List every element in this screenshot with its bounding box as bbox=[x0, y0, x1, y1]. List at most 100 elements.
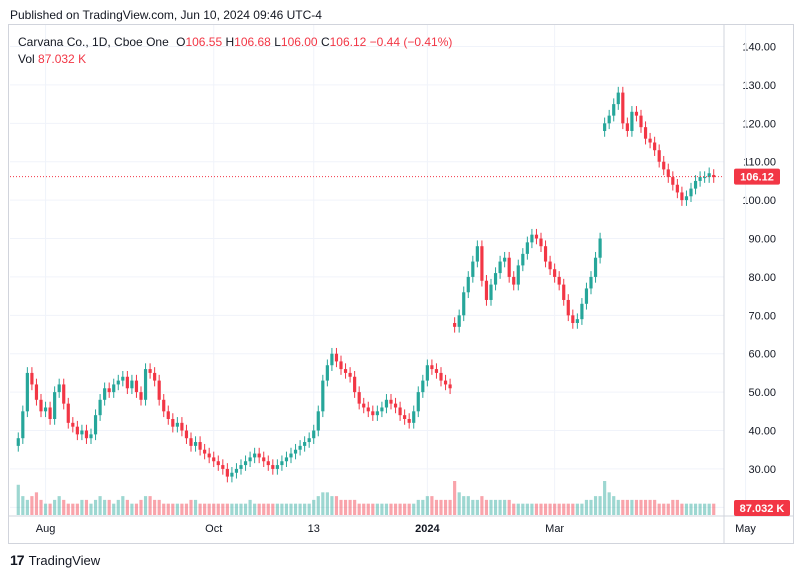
candle-body[interactable] bbox=[407, 419, 411, 423]
candle-body[interactable] bbox=[634, 111, 639, 116]
candle-body[interactable] bbox=[303, 442, 307, 446]
candle-body[interactable] bbox=[698, 177, 702, 181]
candle-body[interactable] bbox=[212, 457, 216, 462]
candle-body[interactable] bbox=[216, 461, 220, 466]
candle-body[interactable] bbox=[16, 438, 20, 446]
candle-body[interactable] bbox=[416, 392, 420, 412]
candle-body[interactable] bbox=[484, 280, 489, 300]
candle-body[interactable] bbox=[530, 234, 534, 243]
candle-body[interactable] bbox=[321, 380, 325, 412]
candle-body[interactable] bbox=[662, 161, 666, 170]
candle-body[interactable] bbox=[707, 173, 711, 178]
candle-body[interactable] bbox=[553, 269, 557, 277]
candle-body[interactable] bbox=[175, 422, 179, 427]
candle-body[interactable] bbox=[157, 380, 161, 400]
candle-body[interactable] bbox=[457, 315, 461, 327]
candle-body[interactable] bbox=[139, 392, 143, 400]
candle-body[interactable] bbox=[653, 142, 657, 151]
candle-body[interactable] bbox=[680, 192, 684, 201]
candle-body[interactable] bbox=[607, 115, 611, 124]
candle-body[interactable] bbox=[193, 442, 198, 446]
candle-body[interactable] bbox=[80, 430, 84, 435]
candle-body[interactable] bbox=[498, 261, 502, 274]
candle-body[interactable] bbox=[262, 457, 266, 462]
candle-body[interactable] bbox=[316, 411, 320, 431]
candle-body[interactable] bbox=[521, 253, 525, 266]
candle-body[interactable] bbox=[434, 369, 439, 373]
candle-body[interactable] bbox=[162, 399, 166, 412]
candle-body[interactable] bbox=[525, 242, 529, 254]
candle-body[interactable] bbox=[639, 115, 643, 128]
candle-body[interactable] bbox=[34, 384, 39, 400]
candle-body[interactable] bbox=[284, 457, 289, 462]
candle-body[interactable] bbox=[671, 177, 675, 185]
candle-body[interactable] bbox=[480, 246, 484, 281]
candle-body[interactable] bbox=[230, 472, 234, 477]
candle-body[interactable] bbox=[121, 376, 125, 381]
candle-body[interactable] bbox=[248, 457, 252, 462]
candle-body[interactable] bbox=[107, 388, 111, 393]
candle-body[interactable] bbox=[598, 238, 602, 258]
candle-body[interactable] bbox=[575, 319, 579, 323]
candle-body[interactable] bbox=[48, 407, 52, 419]
candle-body[interactable] bbox=[453, 323, 457, 327]
candle-body[interactable] bbox=[57, 384, 61, 393]
candle-body[interactable] bbox=[366, 407, 370, 412]
candle-body[interactable] bbox=[89, 434, 93, 439]
candle-body[interactable] bbox=[443, 380, 448, 385]
candle-body[interactable] bbox=[539, 238, 543, 247]
candle-body[interactable] bbox=[225, 468, 229, 477]
candle-body[interactable] bbox=[543, 246, 548, 262]
candle-body[interactable] bbox=[430, 365, 434, 370]
candle-body[interactable] bbox=[643, 127, 648, 139]
candle-body[interactable] bbox=[566, 299, 570, 316]
candle-body[interactable] bbox=[512, 276, 516, 285]
candle-body[interactable] bbox=[275, 465, 279, 469]
candle-body[interactable] bbox=[462, 292, 466, 316]
candle-body[interactable] bbox=[425, 365, 429, 381]
candle-body[interactable] bbox=[207, 453, 211, 458]
candle-body[interactable] bbox=[503, 257, 507, 262]
candle-body[interactable] bbox=[648, 138, 652, 143]
candle-body[interactable] bbox=[493, 273, 498, 285]
candle-body[interactable] bbox=[362, 403, 366, 408]
candle-body[interactable] bbox=[75, 426, 79, 435]
candle-body[interactable] bbox=[66, 403, 70, 423]
candle-body[interactable] bbox=[166, 411, 170, 419]
candle-body[interactable] bbox=[625, 123, 629, 131]
candle-body[interactable] bbox=[684, 196, 689, 201]
candle-body[interactable] bbox=[112, 384, 116, 393]
candle-body[interactable] bbox=[384, 399, 389, 408]
candle-body[interactable] bbox=[557, 276, 561, 285]
candle-body[interactable] bbox=[439, 372, 443, 381]
candle-body[interactable] bbox=[330, 353, 334, 366]
candle-body[interactable] bbox=[712, 174, 716, 178]
candle-body[interactable] bbox=[103, 388, 107, 400]
candle-body[interactable] bbox=[98, 399, 102, 416]
candle-body[interactable] bbox=[353, 376, 357, 393]
candle-body[interactable] bbox=[375, 411, 379, 416]
candle-body[interactable] bbox=[448, 384, 452, 389]
candle-body[interactable] bbox=[30, 372, 34, 385]
candle-body[interactable] bbox=[253, 453, 257, 458]
tradingview-logo[interactable]: 17 TradingView bbox=[10, 552, 100, 568]
candle-body[interactable] bbox=[84, 430, 89, 439]
candle-body[interactable] bbox=[271, 465, 275, 469]
candle-body[interactable] bbox=[343, 369, 348, 373]
candle-body[interactable] bbox=[298, 445, 302, 450]
candle-body[interactable] bbox=[39, 399, 43, 412]
candle-body[interactable] bbox=[389, 399, 393, 404]
candle-body[interactable] bbox=[134, 380, 139, 393]
candle-body[interactable] bbox=[562, 284, 566, 300]
candle-body[interactable] bbox=[243, 461, 248, 466]
candle-body[interactable] bbox=[621, 92, 625, 124]
candle-body[interactable] bbox=[534, 234, 539, 239]
candle-body[interactable] bbox=[266, 461, 270, 466]
candle-body[interactable] bbox=[43, 407, 48, 412]
candle-body[interactable] bbox=[571, 315, 575, 323]
candle-body[interactable] bbox=[421, 380, 425, 393]
candle-body[interactable] bbox=[280, 461, 284, 466]
candle-body[interactable] bbox=[348, 372, 352, 377]
candle-body[interactable] bbox=[371, 411, 375, 416]
candle-body[interactable] bbox=[189, 438, 193, 446]
